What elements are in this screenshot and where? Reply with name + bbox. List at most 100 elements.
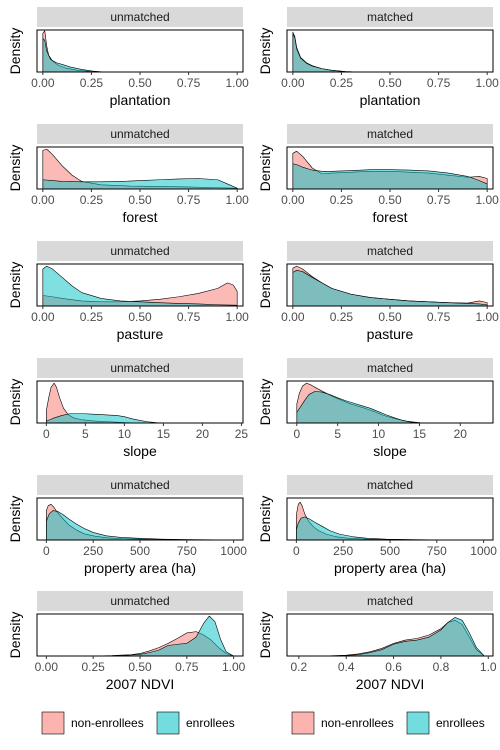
x-axis-title-property-area-ha-unmatched: property area (ha)	[84, 560, 196, 576]
panel-border-2007-ndvi-matched	[286, 613, 494, 657]
density-area-enrollees-slope-unmatched	[46, 413, 164, 424]
x-tick-label-forest-matched: 0.50	[378, 193, 402, 207]
panel-slope-unmatched: unmatched 0 5 10 15 20 25 slope Density	[7, 358, 248, 459]
x-tick-label-forest-unmatched: 0.75	[177, 193, 201, 207]
panel-2007-ndvi-unmatched: unmatched 0.00 0.25 0.50 0.75 1.00 2007 NDVI De…	[7, 591, 246, 692]
x-tick-label-slope-unmatched: 5	[82, 427, 89, 441]
x-tick-label-plantation-matched: 0.25	[330, 76, 354, 90]
y-axis-title-pasture-matched: Density	[257, 262, 273, 309]
panel-border-slope-unmatched	[36, 380, 244, 424]
panel-border-slope-matched	[286, 380, 494, 424]
x-axis-title-plantation-matched: plantation	[360, 92, 421, 108]
x-tick-label-plantation-unmatched: 0.75	[177, 76, 201, 90]
strip-forest-matched	[287, 124, 493, 144]
strip-plantation-matched	[287, 7, 493, 27]
x-tick-label-forest-matched: 0.00	[281, 193, 305, 207]
density-area-enrollees-slope-matched	[296, 391, 420, 424]
x-tick-label-2007-ndvi-matched: 0.2	[290, 660, 307, 674]
x-tick-label-forest-matched: 0.25	[330, 193, 354, 207]
x-tick-label-property-area-ha-matched: 0	[293, 544, 300, 558]
x-tick-label-forest-unmatched: 1.00	[225, 193, 249, 207]
strip-2007-ndvi-unmatched	[37, 591, 243, 611]
density-area-enrollees-plantation-unmatched	[42, 38, 106, 73]
x-axis-title-slope-matched: slope	[373, 443, 407, 459]
x-tick-label-pasture-matched: 0.25	[330, 310, 354, 324]
x-axis-title-pasture-unmatched: pasture	[117, 326, 164, 342]
x-tick-label-plantation-unmatched: 0.25	[80, 76, 104, 90]
strip-label-forest-unmatched: unmatched	[110, 127, 169, 141]
y-axis-title-forest-unmatched: Density	[7, 145, 23, 192]
x-tick-label-property-area-ha-matched: 250	[333, 544, 353, 558]
x-tick-label-slope-matched: 5	[334, 427, 341, 441]
x-tick-label-pasture-unmatched: 0.50	[128, 310, 152, 324]
x-tick-label-2007-ndvi-unmatched: 0.50	[128, 660, 152, 674]
x-tick-label-forest-unmatched: 0.25	[80, 193, 104, 207]
x-tick-label-pasture-matched: 1.00	[475, 310, 499, 324]
x-tick-label-slope-unmatched: 0	[43, 427, 50, 441]
x-tick-label-property-area-ha-unmatched: 1000	[220, 544, 247, 558]
x-tick-label-pasture-matched: 0.50	[378, 310, 402, 324]
density-area-enrollees-2007-ndvi-matched	[334, 617, 484, 657]
x-tick-label-2007-ndvi-matched: 0.8	[433, 660, 450, 674]
x-axis-title-forest-matched: forest	[372, 209, 407, 225]
x-tick-label-slope-unmatched: 20	[196, 427, 210, 441]
legend-key-enrollees-right	[406, 711, 430, 735]
x-tick-label-forest-matched: 1.00	[475, 193, 499, 207]
x-tick-label-pasture-unmatched: 0.00	[31, 310, 55, 324]
x-tick-label-slope-unmatched: 15	[157, 427, 171, 441]
density-area-enrollees-property-area-ha-matched	[296, 516, 456, 541]
y-axis-title-plantation-matched: Density	[257, 28, 273, 75]
x-tick-label-slope-unmatched: 25	[235, 427, 249, 441]
panel-pasture-unmatched: unmatched 0.00 0.25 0.50 0.75 1.00 pasture Dens…	[7, 241, 249, 342]
panel-slope-matched: matched 0 5 10 15 20 slope Density	[257, 358, 494, 459]
panel-border-plantation-matched	[286, 29, 494, 73]
legend-key-non-enrollees-right	[291, 711, 315, 735]
legend-key-enrollees	[156, 711, 180, 735]
legend-label-enrollees-right: enrollees	[436, 716, 485, 730]
x-tick-label-pasture-unmatched: 0.25	[80, 310, 104, 324]
density-area-enrollees-forest-unmatched	[42, 178, 238, 190]
y-axis-title-slope-matched: Density	[257, 379, 273, 426]
strip-label-2007-ndvi-matched: matched	[367, 594, 413, 608]
x-tick-label-property-area-ha-unmatched: 0	[43, 544, 50, 558]
x-tick-label-2007-ndvi-unmatched: 0.75	[175, 660, 199, 674]
strip-2007-ndvi-matched	[287, 591, 493, 611]
x-tick-label-2007-ndvi-matched: 1.0	[480, 660, 497, 674]
x-tick-label-2007-ndvi-matched: 0.6	[385, 660, 402, 674]
y-axis-title-property-area-ha-unmatched: Density	[7, 496, 23, 543]
x-tick-label-property-area-ha-matched: 500	[380, 544, 400, 558]
x-tick-label-forest-unmatched: 0.00	[31, 193, 55, 207]
panel-property-area-ha-matched: matched 0 250 500 750 1000 property area (ha) D…	[257, 475, 497, 576]
strip-label-plantation-unmatched: unmatched	[110, 10, 169, 24]
panel-border-plantation-unmatched	[36, 29, 244, 73]
x-tick-label-pasture-unmatched: 1.00	[225, 310, 249, 324]
y-axis-title-2007-ndvi-unmatched: Density	[7, 612, 23, 659]
strip-pasture-matched	[287, 241, 493, 261]
x-tick-label-plantation-matched: 1.00	[475, 76, 499, 90]
strip-label-plantation-matched: matched	[367, 10, 413, 24]
density-area-enrollees-plantation-matched	[292, 33, 362, 73]
legend: non-enrollees enrollees non-enrollees en…	[41, 711, 485, 735]
strip-slope-unmatched	[37, 358, 243, 378]
density-area-enrollees-pasture-matched	[292, 270, 488, 307]
strip-forest-unmatched	[37, 124, 243, 144]
y-axis-title-plantation-unmatched: Density	[7, 28, 23, 75]
x-tick-label-plantation-unmatched: 1.00	[225, 76, 249, 90]
x-tick-label-forest-unmatched: 0.50	[128, 193, 152, 207]
y-axis-title-2007-ndvi-matched: Density	[257, 612, 273, 659]
legend-label-enrollees: enrollees	[186, 716, 235, 730]
legend-label-non-enrollees-right: non-enrollees	[321, 716, 394, 730]
y-axis-title-pasture-unmatched: Density	[7, 262, 23, 309]
x-tick-label-plantation-unmatched: 0.00	[31, 76, 55, 90]
panel-forest-matched: matched 0.00 0.25 0.50 0.75 1.00 forest Density	[257, 124, 499, 225]
strip-label-2007-ndvi-unmatched: unmatched	[110, 594, 169, 608]
strip-plantation-unmatched	[37, 7, 243, 27]
strip-slope-matched	[287, 358, 493, 378]
x-axis-title-plantation-unmatched: plantation	[110, 92, 171, 108]
x-axis-title-2007-ndvi-unmatched: 2007 NDVI	[106, 676, 174, 692]
panel-pasture-matched: matched 0.00 0.25 0.50 0.75 1.00 pasture Densit…	[257, 241, 499, 342]
x-axis-title-property-area-ha-matched: property area (ha)	[334, 560, 446, 576]
x-tick-label-pasture-unmatched: 0.75	[177, 310, 201, 324]
x-tick-label-property-area-ha-unmatched: 250	[83, 544, 103, 558]
